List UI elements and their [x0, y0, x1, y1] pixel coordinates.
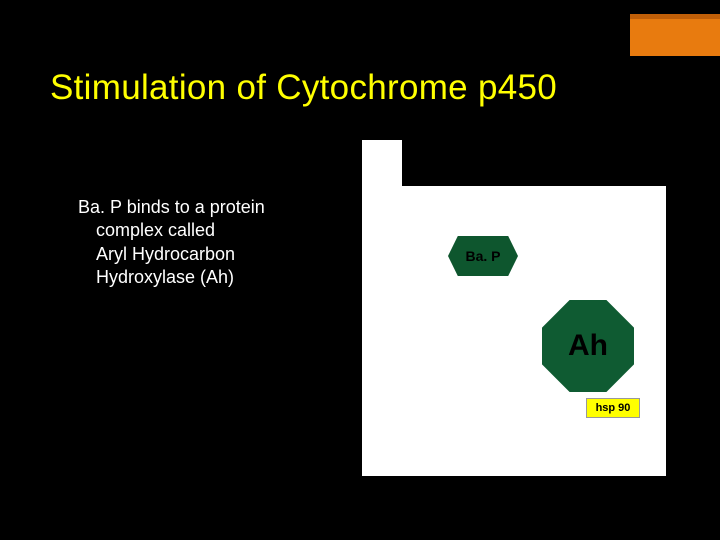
accent-decoration	[630, 14, 720, 56]
diagram-panel: Ba. P Ah hsp 90	[362, 140, 666, 476]
hsp90-box: hsp 90	[586, 398, 640, 418]
bap-label: Ba. P	[465, 248, 500, 264]
diagram-top-mask	[402, 140, 666, 186]
body-text-block: Ba. P binds to a protein complex called …	[78, 196, 338, 290]
body-line-4: Hydroxylase (Ah)	[78, 266, 338, 289]
ah-octagon: Ah	[542, 300, 634, 392]
hsp90-label: hsp 90	[596, 402, 631, 414]
slide-title: Stimulation of Cytochrome p450	[50, 68, 557, 108]
body-line-3: Aryl Hydrocarbon	[78, 243, 338, 266]
ah-label: Ah	[568, 329, 608, 363]
body-line-1: Ba. P binds to a protein	[78, 196, 338, 219]
body-line-2: complex called	[78, 219, 338, 242]
bap-hexagon: Ba. P	[448, 236, 518, 276]
